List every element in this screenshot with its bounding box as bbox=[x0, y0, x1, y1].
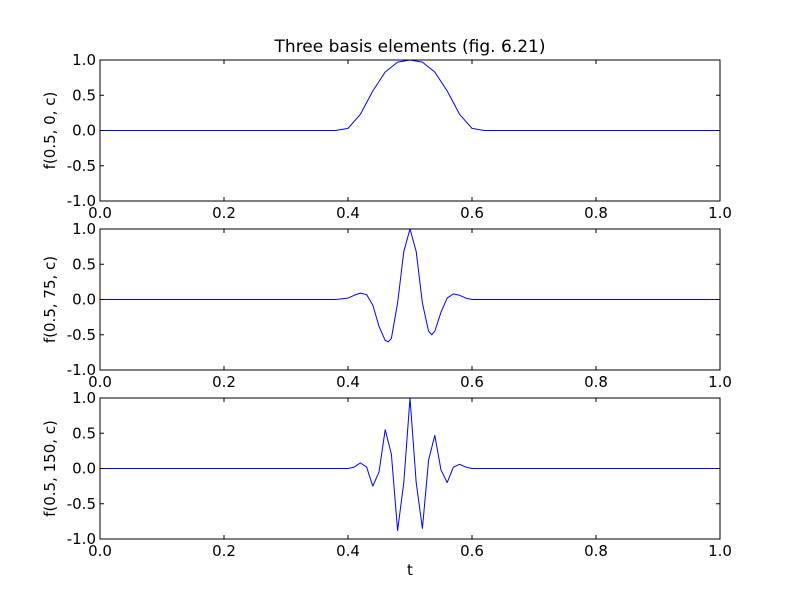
y-tick-label: 0.5 bbox=[72, 86, 96, 104]
subplot-3: f(0.5, 150, c) 0.0 0.2 0.4 0.6 0.8 1.0 1.0 0.5 0.… bbox=[41, 389, 732, 560]
x-tick-label: 0.4 bbox=[336, 542, 360, 560]
y-tick-label: 0.5 bbox=[72, 424, 96, 442]
x-tick-label: 0.4 bbox=[336, 373, 360, 391]
x-tick-label: 0.8 bbox=[584, 204, 608, 222]
subplot-2: f(0.5, 75, c) 0.0 0.2 0.4 0.6 0.8 1.0 1.0 0.5 0.0… bbox=[41, 220, 732, 391]
x-tick-label: 0.0 bbox=[88, 204, 112, 222]
x-tick-label: 1.0 bbox=[708, 542, 732, 560]
y-axis-label: f(0.5, 0, c) bbox=[41, 92, 59, 170]
y-tick-label: -1.0 bbox=[67, 361, 96, 379]
subplots: f(0.5, 0, c)0.0 0.2 0.4 0.6 0.8 1.01.00.50.0-… bbox=[41, 51, 732, 560]
x-tick-label: 0.2 bbox=[212, 373, 236, 391]
x-tick-label: 0.0 bbox=[88, 542, 112, 560]
y-tick-label: 0.0 bbox=[72, 291, 96, 309]
y-tick-label: -1.0 bbox=[67, 192, 96, 210]
y-tick-label: 0.0 bbox=[72, 460, 96, 478]
y-tick-label: -0.5 bbox=[67, 157, 96, 175]
y-tick-label: 0.5 bbox=[72, 255, 96, 273]
x-tick-label: 0.2 bbox=[212, 204, 236, 222]
x-axis-label: t bbox=[407, 561, 413, 579]
x-tick-label: 0.6 bbox=[460, 542, 484, 560]
y-axis-label: f(0.5, 75, c) bbox=[41, 256, 59, 343]
x-tick-label: 0.4 bbox=[336, 204, 360, 222]
x-tick-label: 0.8 bbox=[584, 373, 608, 391]
y-tick-label: 1.0 bbox=[72, 51, 96, 69]
subplot-1: f(0.5, 0, c)0.0 0.2 0.4 0.6 0.8 1.01.00.50.0-… bbox=[41, 51, 732, 222]
figure-title: Three basis elements (fig. 6.21) bbox=[274, 37, 546, 57]
x-tick-label: 0.8 bbox=[584, 542, 608, 560]
x-tick-label: 0.6 bbox=[460, 204, 484, 222]
x-tick-label: 1.0 bbox=[708, 204, 732, 222]
x-tick-label: 0.2 bbox=[212, 542, 236, 560]
y-tick-label: -1.0 bbox=[67, 530, 96, 548]
y-tick-label: -0.5 bbox=[67, 495, 96, 513]
y-axis-label: f(0.5, 150, c) bbox=[41, 420, 59, 517]
x-tick-label: 0.0 bbox=[88, 373, 112, 391]
y-tick-label: 1.0 bbox=[72, 220, 96, 238]
y-tick-label: 0.0 bbox=[72, 122, 96, 140]
x-tick-label: 1.0 bbox=[708, 373, 732, 391]
x-tick-label: 0.6 bbox=[460, 373, 484, 391]
y-tick-label: -0.5 bbox=[67, 326, 96, 344]
y-tick-label: 1.0 bbox=[72, 389, 96, 407]
